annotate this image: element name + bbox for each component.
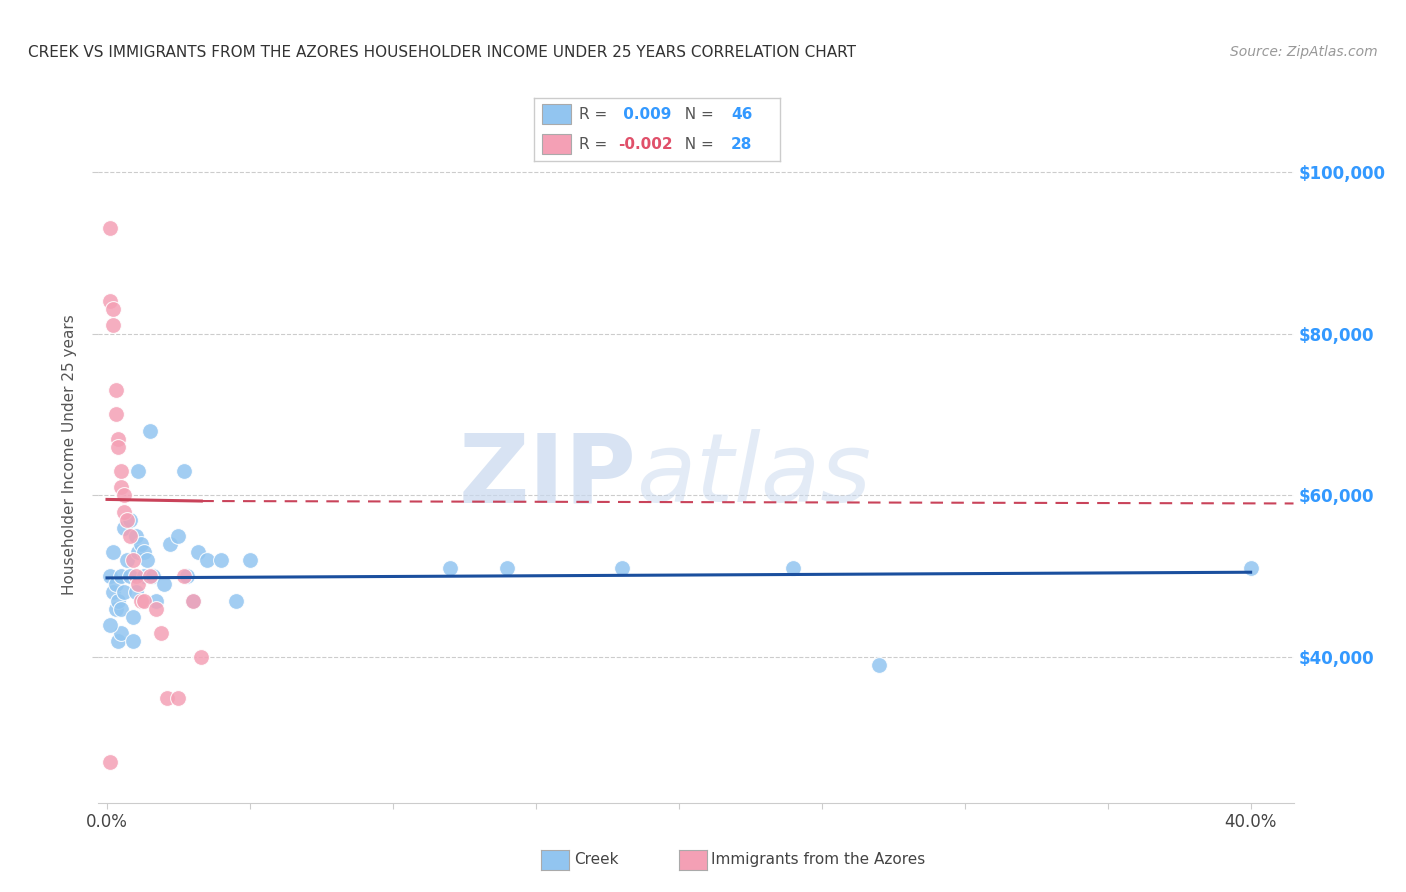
Point <box>496 561 519 575</box>
Text: Immigrants from the Azores: Immigrants from the Azores <box>711 853 925 867</box>
Point <box>145 601 167 615</box>
Point <box>139 569 162 583</box>
Point <box>225 593 247 607</box>
Point <box>209 553 232 567</box>
Point <box>190 650 212 665</box>
Point <box>610 561 633 575</box>
Point <box>107 593 129 607</box>
Point <box>134 569 156 583</box>
Text: atlas: atlas <box>637 429 872 523</box>
Point <box>124 529 146 543</box>
Point <box>181 593 204 607</box>
Point <box>115 553 138 567</box>
Point <box>153 577 176 591</box>
Point <box>118 513 141 527</box>
Point <box>167 529 190 543</box>
Y-axis label: Householder Income Under 25 years: Householder Income Under 25 years <box>62 315 77 595</box>
Point <box>104 601 127 615</box>
Point <box>187 545 209 559</box>
Point <box>142 569 165 583</box>
Text: ZIP: ZIP <box>458 429 637 523</box>
Point <box>139 424 162 438</box>
Text: -0.002: -0.002 <box>619 136 672 152</box>
Point <box>98 617 121 632</box>
Point <box>98 756 121 770</box>
Point <box>98 569 121 583</box>
Point <box>868 658 890 673</box>
Point <box>127 464 149 478</box>
Text: Creek: Creek <box>574 853 619 867</box>
Point <box>173 569 195 583</box>
Text: N =: N = <box>675 107 718 122</box>
Point <box>112 488 135 502</box>
Point <box>131 593 153 607</box>
Point <box>131 537 153 551</box>
Point <box>104 408 127 422</box>
Point <box>112 585 135 599</box>
Text: 0.009: 0.009 <box>619 107 671 122</box>
Point <box>101 302 124 317</box>
Text: R =: R = <box>579 136 612 152</box>
Point <box>101 318 124 333</box>
Point <box>156 690 179 705</box>
Point <box>782 561 804 575</box>
Point <box>110 601 132 615</box>
Point <box>195 553 218 567</box>
Point <box>98 221 121 235</box>
Text: R =: R = <box>579 107 612 122</box>
Point <box>145 593 167 607</box>
Point <box>124 569 146 583</box>
Point <box>107 634 129 648</box>
Point <box>1239 561 1261 575</box>
Point <box>112 521 135 535</box>
Point <box>110 480 132 494</box>
Text: CREEK VS IMMIGRANTS FROM THE AZORES HOUSEHOLDER INCOME UNDER 25 YEARS CORRELATIO: CREEK VS IMMIGRANTS FROM THE AZORES HOUS… <box>28 45 856 60</box>
Point <box>136 553 159 567</box>
Text: N =: N = <box>675 136 718 152</box>
Point <box>101 585 124 599</box>
Point <box>107 440 129 454</box>
Point <box>110 464 132 478</box>
Point <box>159 537 181 551</box>
Point <box>127 545 149 559</box>
Point <box>150 626 173 640</box>
Point <box>110 569 132 583</box>
Point <box>239 553 262 567</box>
Point <box>121 634 143 648</box>
Point <box>121 553 143 567</box>
Point <box>181 593 204 607</box>
Point <box>107 432 129 446</box>
Point <box>101 545 124 559</box>
Point <box>110 626 132 640</box>
Point <box>118 529 141 543</box>
Point <box>134 593 156 607</box>
Point <box>118 569 141 583</box>
Text: 46: 46 <box>731 107 752 122</box>
Text: Source: ZipAtlas.com: Source: ZipAtlas.com <box>1230 45 1378 59</box>
Point <box>173 464 195 478</box>
Point <box>176 569 198 583</box>
FancyBboxPatch shape <box>541 135 571 154</box>
FancyBboxPatch shape <box>541 104 571 124</box>
Point <box>98 294 121 309</box>
Point <box>167 690 190 705</box>
Point <box>104 383 127 397</box>
Point <box>121 609 143 624</box>
Point <box>439 561 461 575</box>
Point <box>112 504 135 518</box>
Point <box>127 577 149 591</box>
Point <box>115 513 138 527</box>
Text: 28: 28 <box>731 136 752 152</box>
Point <box>104 577 127 591</box>
Point <box>124 585 146 599</box>
Point <box>134 545 156 559</box>
